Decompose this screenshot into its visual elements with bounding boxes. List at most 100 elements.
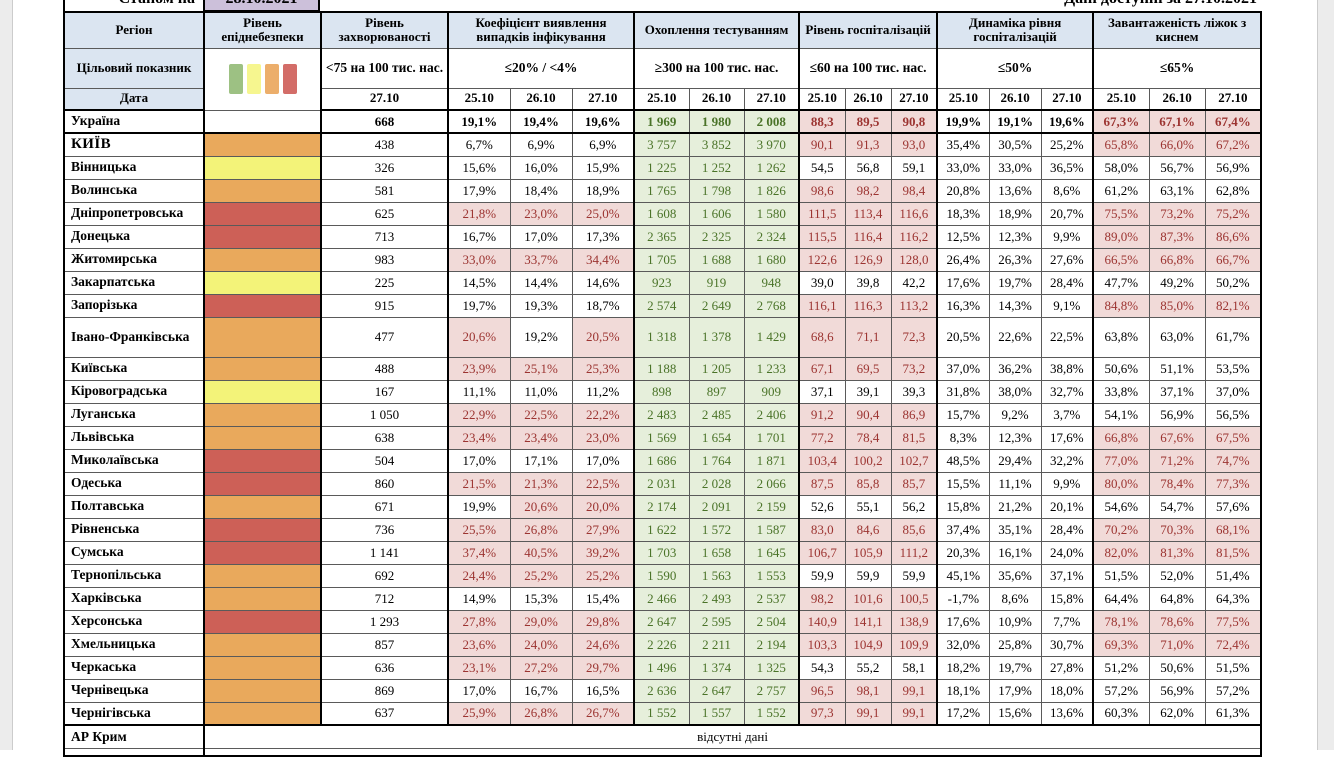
- table-row: Закарпатська 225 14,5% 14,4% 14,6% 923 919 948 3…: [63, 270, 1262, 295]
- testing-cell: 2 008: [743, 109, 800, 134]
- oxygen-cell: 60,3%: [1092, 701, 1150, 726]
- dynamics-cell: 19,1%: [988, 109, 1042, 134]
- incidence-cell: 636: [320, 655, 449, 680]
- dynamics-cell: 8,6%: [1040, 178, 1094, 203]
- hospital-cell: 37,1: [798, 379, 846, 404]
- detection-cell: 17,0%: [571, 448, 635, 473]
- dynamics-cell: 20,8%: [936, 178, 990, 203]
- dynamics-cell: 18,2%: [936, 655, 990, 680]
- hospital-cell: 85,7: [890, 471, 938, 496]
- hospital-cell: 39,0: [798, 270, 846, 295]
- testing-cell: 3 852: [688, 132, 745, 157]
- oxygen-cell: 82,0%: [1092, 540, 1150, 565]
- hospital-cell: 99,1: [890, 701, 938, 726]
- table-body: Україна 668 19,1% 19,4% 19,6% 1 969 1 980 2 008…: [63, 109, 1262, 757]
- hospital-cell: 109,9: [890, 632, 938, 657]
- danger-legend-cell: [203, 47, 322, 111]
- table-row: Херсонська 1 293 27,8% 29,0% 29,8% 2 647 2 595…: [63, 609, 1262, 634]
- danger-level-cell: [203, 586, 322, 611]
- detection-cell: 25,1%: [509, 356, 573, 381]
- table-row: КИЇВ 438 6,7% 6,9% 6,9% 3 757 3 852 3 970 90,1 91…: [63, 132, 1262, 157]
- dynamics-cell: 20,1%: [1040, 494, 1094, 519]
- detection-cell: 20,6%: [509, 494, 573, 519]
- testing-cell: 2 028: [688, 471, 745, 496]
- dynamics-cell: 15,8%: [936, 494, 990, 519]
- testing-cell: 1 378: [688, 316, 745, 358]
- danger-level-cell: [203, 293, 322, 318]
- incidence-cell: 860: [320, 471, 449, 496]
- detection-cell: 21,3%: [509, 471, 573, 496]
- testing-cell: 1 826: [743, 178, 800, 203]
- table-row: Луганська 1 050 22,9% 22,5% 22,2% 2 483 2 485 2…: [63, 402, 1262, 427]
- detection-cell: 23,0%: [571, 425, 635, 450]
- oxygen-cell: 66,8%: [1092, 425, 1150, 450]
- header-row-dates: Дата 27.10 25.10 26.10 27.10 25.10 26.10 27.10 2…: [63, 87, 1262, 111]
- oxygen-cell: 74,7%: [1204, 448, 1262, 473]
- incidence-cell: 692: [320, 563, 449, 588]
- date-dynamics-27.10: 27.10: [1040, 87, 1094, 111]
- col-header-detection: Коефіцієнт виявлення випадків інфікуванн…: [446, 11, 635, 49]
- detection-cell: 25,2%: [571, 563, 635, 588]
- oxygen-cell: 64,4%: [1092, 586, 1150, 611]
- hospital-cell: 104,9: [844, 632, 892, 657]
- oxygen-cell: 67,2%: [1204, 132, 1262, 157]
- detection-cell: 6,9%: [509, 132, 573, 157]
- hospital-cell: 42,2: [890, 270, 938, 295]
- hospital-cell: 141,1: [844, 609, 892, 634]
- detection-cell: 40,5%: [509, 540, 573, 565]
- region-cell: Кіровоградська: [63, 379, 205, 404]
- oxygen-cell: 87,3%: [1148, 224, 1206, 249]
- dynamics-cell: 33,0%: [936, 155, 990, 180]
- dynamics-cell: 29,4%: [988, 448, 1042, 473]
- date-dynamics-25.10: 25.10: [936, 87, 990, 111]
- dynamics-cell: 31,8%: [936, 379, 990, 404]
- oxygen-cell: 51,5%: [1092, 563, 1150, 588]
- table-row: Житомирська 983 33,0% 33,7% 34,4% 1 705 1 688 1…: [63, 247, 1262, 272]
- testing-cell: 1 680: [743, 247, 800, 272]
- dynamics-cell: 26,3%: [988, 247, 1042, 272]
- detection-cell: 19,4%: [509, 109, 573, 134]
- dynamics-cell: 22,6%: [988, 316, 1042, 358]
- dynamics-cell: 8,3%: [936, 425, 990, 450]
- danger-level-cell: [203, 201, 322, 226]
- hospital-cell: 98,6: [798, 178, 846, 203]
- incidence-cell: 713: [320, 224, 449, 249]
- hospital-cell: 55,2: [844, 655, 892, 680]
- oxygen-cell: 77,5%: [1204, 609, 1262, 634]
- danger-level-cell: [203, 425, 322, 450]
- dynamics-cell: 27,6%: [1040, 247, 1094, 272]
- data-available-label: Дані доступні за 27.10.2021: [1064, 0, 1260, 12]
- incidence-cell: 869: [320, 678, 449, 703]
- detection-cell: 17,0%: [447, 448, 511, 473]
- dynamics-cell: 12,3%: [988, 425, 1042, 450]
- detection-cell: 19,7%: [447, 293, 511, 318]
- table-row: Волинська 581 17,9% 18,4% 18,9% 1 765 1 798 1 8…: [63, 178, 1262, 203]
- testing-cell: 923: [633, 270, 690, 295]
- danger-level-cell: [203, 155, 322, 180]
- dynamics-cell: 18,9%: [988, 201, 1042, 226]
- hospital-cell: 86,9: [890, 402, 938, 427]
- dynamics-cell: 17,9%: [988, 678, 1042, 703]
- testing-cell: 2 647: [633, 609, 690, 634]
- oxygen-cell: 66,0%: [1148, 132, 1206, 157]
- testing-cell: 2 031: [633, 471, 690, 496]
- testing-cell: 1 252: [688, 155, 745, 180]
- testing-cell: 1 645: [743, 540, 800, 565]
- detection-cell: 33,7%: [509, 247, 573, 272]
- dynamics-cell: 32,0%: [936, 632, 990, 657]
- oxygen-cell: 70,2%: [1092, 517, 1150, 542]
- oxygen-cell: 56,9%: [1148, 402, 1206, 427]
- region-cell: Миколаївська: [63, 448, 205, 473]
- detection-cell: 25,0%: [571, 201, 635, 226]
- oxygen-cell: 50,6%: [1092, 356, 1150, 381]
- oxygen-cell: 33,8%: [1092, 379, 1150, 404]
- testing-cell: 3 970: [743, 132, 800, 157]
- danger-level-cell: [203, 402, 322, 427]
- danger-level-cell: [203, 678, 322, 703]
- hospital-cell: 122,6: [798, 247, 846, 272]
- detection-cell: 24,4%: [447, 563, 511, 588]
- incidence-cell: 857: [320, 632, 449, 657]
- detection-cell: 18,4%: [509, 178, 573, 203]
- testing-cell: 1 552: [633, 701, 690, 726]
- hospital-cell: 102,7: [890, 448, 938, 473]
